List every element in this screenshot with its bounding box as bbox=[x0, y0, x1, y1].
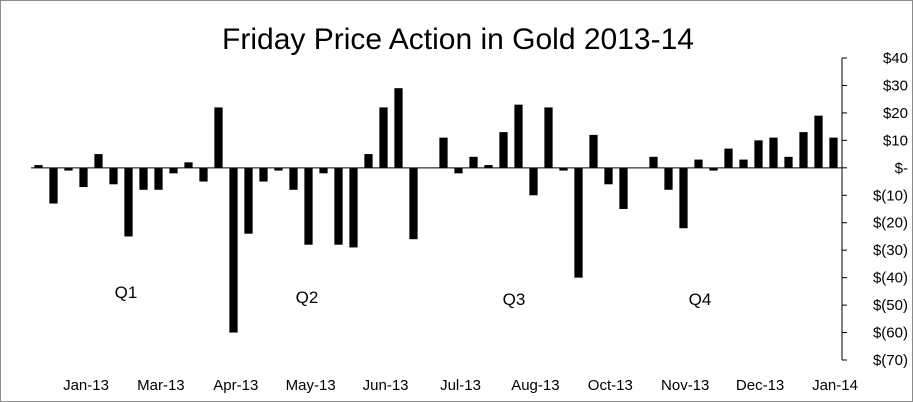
bar bbox=[484, 165, 493, 168]
bar-series bbox=[34, 88, 838, 333]
bar bbox=[124, 167, 133, 237]
y-tick-label: $(40) bbox=[873, 270, 908, 287]
y-tick-label: $20 bbox=[883, 105, 908, 122]
bar bbox=[499, 132, 508, 168]
x-tick-label: May-13 bbox=[286, 377, 336, 394]
bar bbox=[199, 167, 208, 182]
bar bbox=[559, 167, 568, 171]
bar bbox=[454, 167, 463, 174]
x-tick-label: Jan-14 bbox=[812, 377, 858, 394]
bar bbox=[574, 167, 583, 278]
bar bbox=[619, 167, 628, 209]
bar bbox=[184, 162, 193, 168]
x-tick-label: Mar-13 bbox=[137, 377, 185, 394]
bar bbox=[529, 167, 538, 196]
bar bbox=[244, 167, 253, 234]
bar bbox=[304, 167, 313, 245]
bar bbox=[469, 156, 478, 168]
y-tick-label: $- bbox=[895, 160, 908, 177]
x-tick-label: Jul-13 bbox=[440, 377, 481, 394]
bar bbox=[139, 167, 148, 190]
bar bbox=[739, 159, 748, 168]
y-tick-label: $(30) bbox=[873, 242, 908, 259]
y-tick-label: $10 bbox=[883, 132, 908, 149]
bar bbox=[769, 137, 778, 168]
chart-title: Friday Price Action in Gold 2013-14 bbox=[222, 23, 694, 56]
bar bbox=[784, 156, 793, 168]
bar bbox=[649, 156, 658, 168]
bar bbox=[754, 140, 763, 168]
y-axis-ticks: $40 $30 $20 $10 $- $(10) $(20) $(30) $(40) $(50) $… bbox=[842, 50, 908, 369]
bar bbox=[289, 167, 298, 190]
y-tick-label: $30 bbox=[883, 77, 908, 94]
bar bbox=[49, 167, 58, 204]
x-axis-tick-labels: Jan-13 Mar-13 Apr-13 May-13 Jun-13 Jul-13 Aug-… bbox=[63, 377, 858, 394]
y-tick-label: $(10) bbox=[873, 187, 908, 204]
bar bbox=[364, 154, 373, 168]
x-tick-label: Jun-13 bbox=[363, 377, 409, 394]
bar bbox=[709, 167, 718, 171]
bar bbox=[604, 167, 613, 185]
bar bbox=[109, 167, 118, 185]
quarter-annotations: Q1 Q2 Q3 Q4 bbox=[115, 283, 712, 309]
bar bbox=[334, 167, 343, 245]
y-tick-label: $40 bbox=[883, 50, 908, 67]
bar bbox=[799, 132, 808, 168]
y-tick-label: $(50) bbox=[873, 297, 908, 314]
bar bbox=[829, 137, 838, 168]
bar bbox=[79, 167, 88, 188]
bar bbox=[64, 167, 73, 171]
bar bbox=[319, 167, 328, 174]
bar bbox=[694, 159, 703, 168]
bar bbox=[214, 107, 223, 168]
bar bbox=[814, 115, 823, 168]
bar bbox=[94, 154, 103, 168]
bar bbox=[169, 167, 178, 174]
y-tick-label: $(20) bbox=[873, 215, 908, 232]
y-tick-label: $(70) bbox=[873, 352, 908, 369]
x-tick-label: Oct-13 bbox=[588, 377, 633, 394]
bar bbox=[394, 88, 403, 168]
bar bbox=[679, 167, 688, 229]
x-tick-label: Nov-13 bbox=[661, 377, 709, 394]
bar bbox=[664, 167, 673, 190]
quarter-label: Q4 bbox=[689, 290, 712, 309]
bar bbox=[34, 165, 43, 168]
bar bbox=[724, 148, 733, 168]
bar bbox=[154, 167, 163, 190]
quarter-label: Q3 bbox=[503, 290, 526, 309]
bar bbox=[274, 167, 283, 171]
x-tick-label: Apr-13 bbox=[213, 377, 258, 394]
x-tick-label: Jan-13 bbox=[63, 377, 109, 394]
x-tick-label: Dec-13 bbox=[736, 377, 784, 394]
bar bbox=[349, 167, 358, 248]
y-tick-label: $(60) bbox=[873, 325, 908, 342]
x-tick-label: Aug-13 bbox=[511, 377, 559, 394]
bar bbox=[589, 134, 598, 168]
bar bbox=[409, 167, 418, 240]
quarter-label: Q2 bbox=[296, 288, 319, 307]
bar bbox=[439, 137, 448, 168]
bar bbox=[259, 167, 268, 182]
bar bbox=[544, 107, 553, 168]
bar bbox=[229, 167, 238, 333]
bar bbox=[379, 107, 388, 168]
quarter-label: Q1 bbox=[115, 283, 138, 302]
bar bbox=[514, 104, 523, 168]
